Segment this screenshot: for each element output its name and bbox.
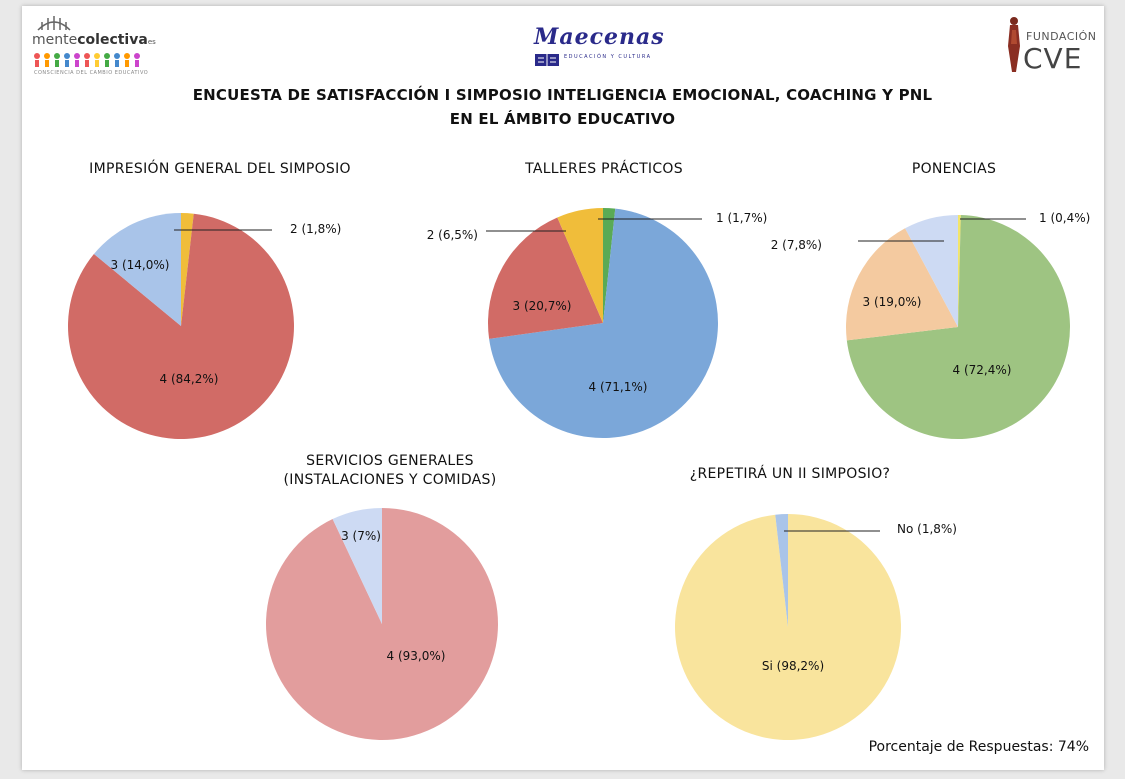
logo-text-suffix: es <box>147 38 156 46</box>
pie-slice <box>68 213 295 439</box>
pie-slice <box>846 228 958 341</box>
pie-chart-2: 1 (0,4%) 4 (72,4%) 3 (19,0%) 2 (7,8%) <box>771 211 1090 440</box>
pie-slice <box>181 213 194 326</box>
slice-label: 4 (84,2%) <box>160 372 219 386</box>
statue-icon <box>1008 17 1020 72</box>
chart-title-repetira: ¿REPETIRÁ UN II SIMPOSIO? <box>689 466 891 482</box>
pie-slice <box>905 215 958 327</box>
logo-text-cve: CVE <box>1023 42 1083 75</box>
pie-chart-1: 1 (1,7%) 4 (71,1%) 3 (20,7%) 2 (6,5%) <box>427 207 767 438</box>
slice-label: 1 (0,4%) <box>1039 211 1090 225</box>
slice-label: 3 (20,7%) <box>513 299 572 313</box>
slice-label: 4 (93,0%) <box>387 649 446 663</box>
pie-slice <box>603 208 616 323</box>
chart-title-talleres: TALLERES PRÁCTICOS <box>525 161 683 177</box>
logo-text-colectiva: colectiva <box>77 32 148 48</box>
slice-label: 2 (7,8%) <box>771 238 822 252</box>
page-title-line1: ENCUESTA DE SATISFACCIÓN I SIMPOSIO INTE… <box>192 86 933 104</box>
slice-label: 3 (7%) <box>341 529 381 543</box>
chart-title-servicios-line2: (INSTALACIONES Y COMIDAS) <box>283 472 497 488</box>
book-icon <box>535 54 559 66</box>
logo-tagline: CONSCIENCIA DEL CAMBIO EDUCATIVO <box>34 70 149 76</box>
logo-text-fundacion: FUNDACIÓN <box>1026 30 1097 43</box>
slice-label: 2 (6,5%) <box>427 228 478 242</box>
fundacion-cve-logo: FUNDACIÓN CVE <box>1004 16 1099 76</box>
page-title-line2: EN EL ÁMBITO EDUCATIVO <box>449 110 676 128</box>
slice-label: 2 (1,8%) <box>290 222 341 236</box>
maecenas-logo: Maecenas EDUCACIÓN Y CULTURA <box>528 24 668 74</box>
pie-slice <box>332 508 382 624</box>
pie-slice <box>958 215 961 327</box>
pie-slice <box>489 208 718 438</box>
kids-row-icon <box>34 53 140 67</box>
chart-title-servicios-line1: SERVICIOS GENERALES <box>306 453 474 469</box>
pie-slice <box>775 514 788 627</box>
pie-slice <box>265 508 498 740</box>
people-row-icon <box>37 16 71 31</box>
pie-chart-3: 4 (93,0%) 3 (7%) <box>265 508 498 740</box>
logo-tagline-maecenas: EDUCACIÓN Y CULTURA <box>564 54 652 60</box>
pie-slice <box>93 213 181 326</box>
pie-slice <box>557 207 603 323</box>
logo-text-maecenas: Maecenas <box>534 24 665 50</box>
slice-label: Si (98,2%) <box>762 659 824 673</box>
response-rate: Porcentaje de Respuestas: 74% <box>868 739 1089 755</box>
slice-label: No (1,8%) <box>897 522 957 536</box>
pie-chart-0: 2 (1,8%) 4 (84,2%) 3 (14,0%) <box>68 213 341 439</box>
pie-slice <box>846 215 1070 440</box>
slice-label: 3 (14,0%) <box>111 258 170 272</box>
pie-chart-4: Si (98,2%) No (1,8%) <box>675 514 957 740</box>
slice-label: 4 (72,4%) <box>953 363 1012 377</box>
pie-slice <box>487 217 603 339</box>
slice-label: 1 (1,7%) <box>716 211 767 225</box>
slice-label: 4 (71,1%) <box>589 380 648 394</box>
logo-text-mente: mente <box>32 32 78 48</box>
chart-title-impresion: IMPRESIÓN GENERAL DEL SIMPOSIO <box>89 161 351 177</box>
mentecolectiva-logo: mentecolectivaes CONSCIENCIA DEL CAMBIO … <box>30 12 156 76</box>
slice-label: 3 (19,0%) <box>863 295 922 309</box>
chart-title-ponencias: PONENCIAS <box>911 161 997 177</box>
